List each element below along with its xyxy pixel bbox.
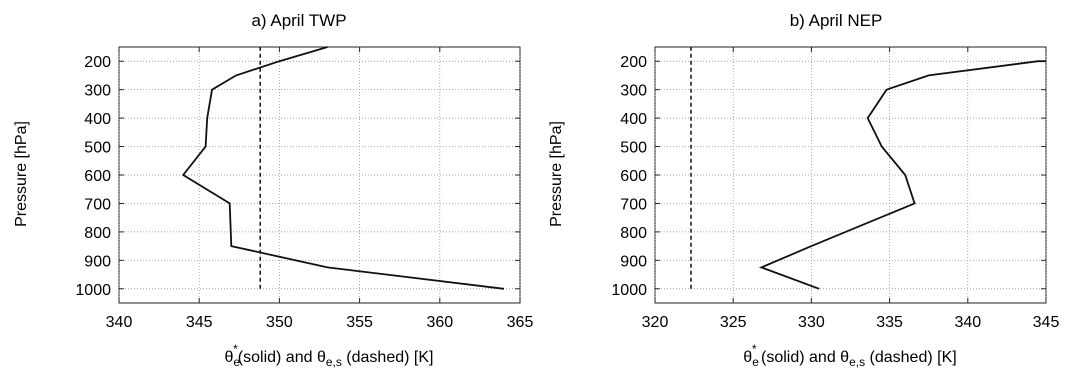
y-tick-label: 400 — [84, 111, 111, 128]
panel-a-title: a) April TWP — [251, 11, 346, 30]
x-tick-label: 325 — [720, 314, 747, 331]
panel-b-grid — [654, 47, 1047, 303]
x-tick-label: 340 — [954, 314, 981, 331]
y-tick-label: 1000 — [611, 282, 647, 299]
x-tick-label: 345 — [1033, 314, 1060, 331]
y-tick-label: 800 — [84, 225, 111, 242]
y-tick-label: 200 — [620, 54, 647, 71]
x-tick-label: 320 — [642, 314, 669, 331]
panel-b-series — [690, 47, 1046, 290]
y-tick-label: 300 — [620, 83, 647, 100]
panel-b-y-axis-label: Pressure [hPa] — [548, 121, 565, 227]
y-tick-label: 1000 — [75, 282, 111, 299]
panel-a-grid — [118, 47, 521, 303]
y-tick-label: 300 — [84, 83, 111, 100]
panel-b-x-ticks: 320 325 330 335 340 345 — [642, 47, 1060, 331]
solid-series-line — [181, 46, 505, 290]
panel-a-x-ticks: 340 345 350 355 360 365 — [106, 47, 534, 331]
x-tick-label: 360 — [426, 314, 453, 331]
panel-b: b) April NEP 320 325 330 335 340 345 200 300 40… — [548, 11, 1059, 369]
panel-b-y-ticks: 200 300 400 500 600 700 800 900 1000 — [611, 54, 1046, 299]
y-tick-label: 700 — [620, 196, 647, 213]
y-tick-label: 600 — [84, 168, 111, 185]
panel-a-y-axis-label: Pressure [hPa] — [13, 121, 30, 227]
panel-b-title: b) April NEP — [790, 11, 883, 30]
y-tick-label: 400 — [620, 111, 647, 128]
x-tick-label: 330 — [798, 314, 825, 331]
y-tick-label: 900 — [84, 253, 111, 270]
y-tick-label: 500 — [84, 140, 111, 157]
y-tick-label: 900 — [620, 253, 647, 270]
panel-b-x-axis-label: θe* (solid) and θe,s (dashed) [K] — [743, 342, 956, 369]
y-tick-label: 800 — [620, 225, 647, 242]
y-tick-label: 700 — [84, 196, 111, 213]
y-tick-label: 600 — [620, 168, 647, 185]
x-tick-label: 355 — [346, 314, 373, 331]
x-tick-label: 340 — [106, 314, 133, 331]
x-tick-label: 350 — [266, 314, 293, 331]
panel-a-series — [181, 46, 505, 290]
solid-series-line — [758, 60, 1046, 290]
x-tick-label: 365 — [507, 314, 534, 331]
x-tick-label: 345 — [186, 314, 213, 331]
y-tick-label: 200 — [84, 54, 111, 71]
x-tick-label: 335 — [876, 314, 903, 331]
panel-a-x-axis-label: θe*(solid) and θe,s (dashed) [K] — [225, 342, 434, 369]
panel-a: a) April TWP 340 345 350 355 360 365 200 300 40… — [13, 11, 533, 369]
panel-a-y-ticks: 200 300 400 500 600 700 800 900 1000 — [75, 54, 520, 299]
y-tick-label: 500 — [620, 140, 647, 157]
